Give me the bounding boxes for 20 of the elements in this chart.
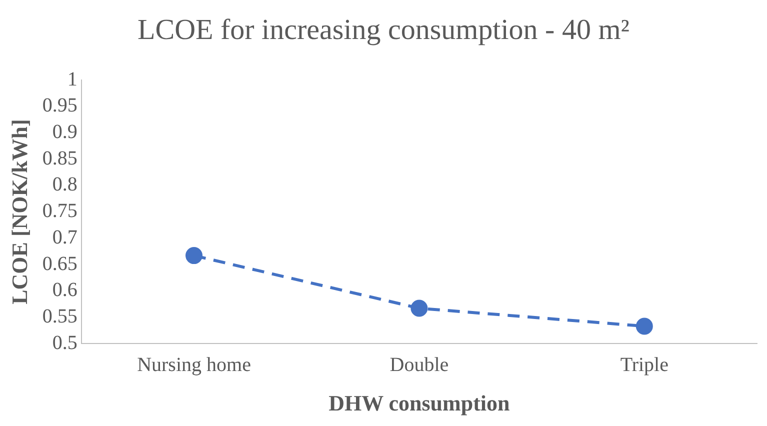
y-tick-label: 0.6 — [52, 279, 78, 302]
y-tick-label: 0.75 — [42, 200, 78, 222]
y-tick-label: 0.5 — [52, 332, 78, 354]
y-tick-label: 0.95 — [42, 94, 78, 117]
y-tick-label: 0.85 — [42, 147, 78, 170]
y-tick-label: 0.8 — [52, 174, 78, 196]
y-tick-label: 0.65 — [42, 252, 78, 275]
y-tick-label: 0.55 — [42, 305, 78, 328]
y-tick-label: 0.7 — [52, 226, 78, 248]
point — [186, 247, 202, 264]
point — [636, 318, 653, 335]
x-tick-label: Triple — [620, 354, 669, 376]
y-axis-title: LCOE [NOK/kWh] — [6, 119, 32, 304]
y-tick-label: 1 — [67, 68, 78, 90]
x-tick-label: Nursing home — [137, 354, 252, 376]
x-axis-title: DHW consumption — [328, 390, 510, 416]
x-tick-label: Double — [390, 354, 449, 376]
y-tick-label: 0.9 — [52, 120, 78, 143]
chart-title: LCOE for increasing consumption - 40 m² — [136, 13, 630, 48]
point — [410, 300, 428, 317]
